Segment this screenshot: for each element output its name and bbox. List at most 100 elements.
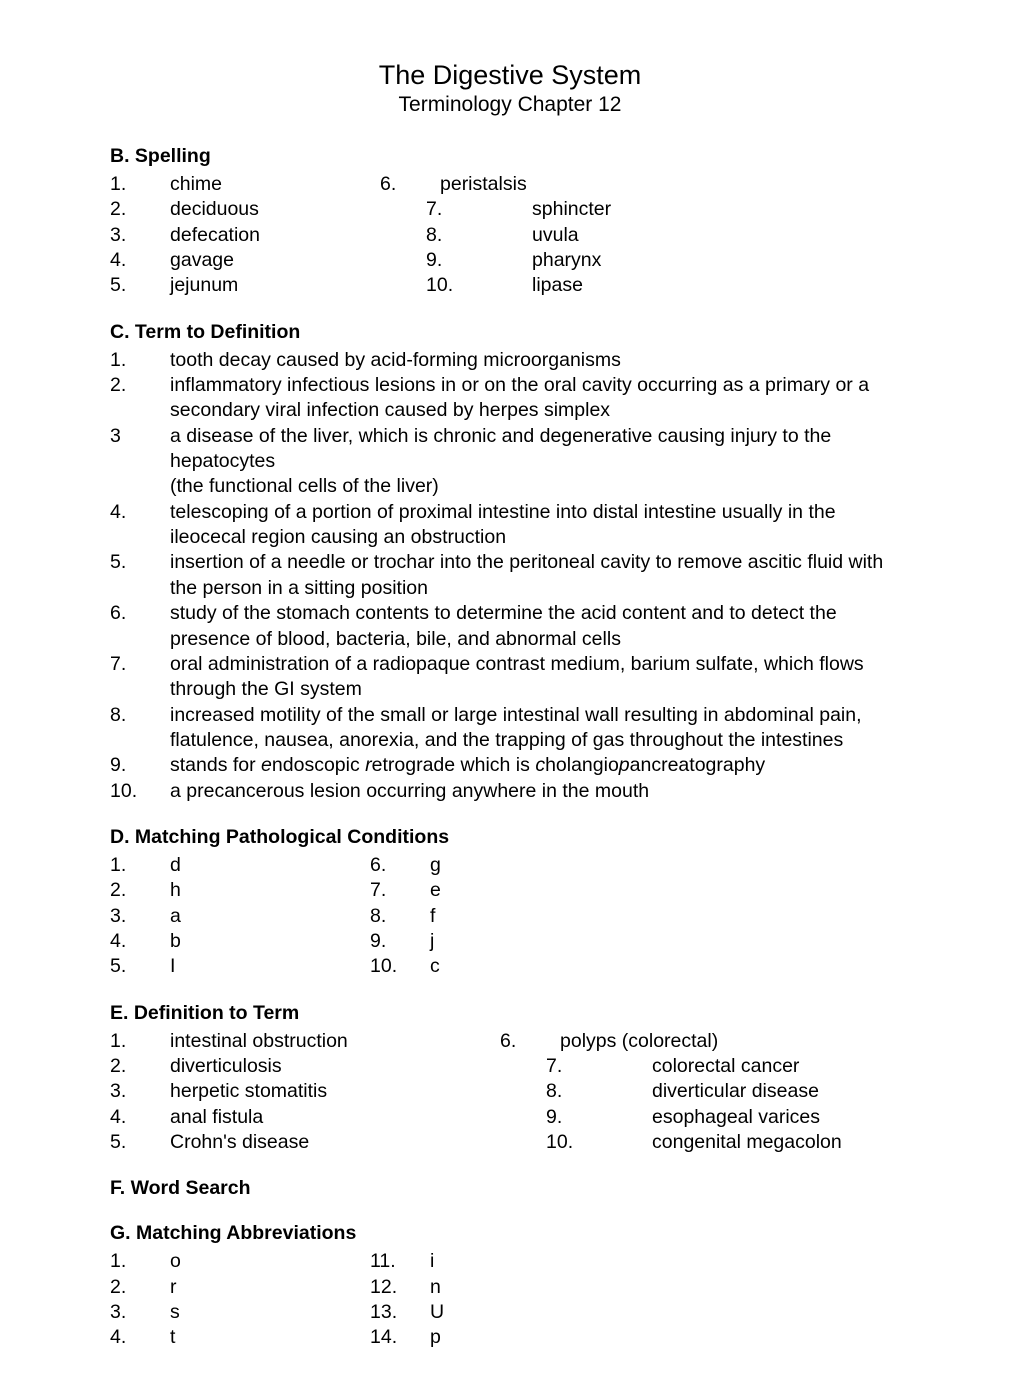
item-number: 12. (370, 1275, 430, 1300)
item-text: increased motility of the small or large… (170, 703, 910, 754)
section-g-right-col: 11.i 12.n 13.U 14.p (370, 1249, 444, 1350)
section-g-heading: G. Matching Abbreviations (110, 1222, 910, 1245)
list-item: (the functional cells of the liver) (110, 474, 910, 499)
item-text: pharynx (532, 248, 740, 273)
section-f-heading: F. Word Search (110, 1177, 910, 1200)
list-item: 1.intestinal obstruction (110, 1029, 500, 1054)
list-item: 6.g (370, 853, 441, 878)
item-number: 4. (110, 248, 170, 273)
item-number: 4. (110, 1105, 170, 1130)
item-text: diverticular disease (652, 1079, 900, 1104)
item-number: 8. (500, 1079, 652, 1104)
item-number: 5. (110, 273, 170, 298)
item-text: b (170, 929, 370, 954)
list-item: 6.peristalsis (380, 172, 740, 197)
list-item: 2.deciduous (110, 197, 380, 222)
list-item: 13.U (370, 1300, 444, 1325)
item-text: congenital megacolon (652, 1130, 900, 1155)
item-text: a precancerous lesion occurring anywhere… (170, 779, 910, 804)
list-item: 2.r (110, 1275, 370, 1300)
item-text: diverticulosis (170, 1054, 500, 1079)
list-item: 10.congenital megacolon (500, 1130, 900, 1155)
list-item: 4.t (110, 1325, 370, 1350)
section-d-left-col: 1.d 2.h 3.a 4.b 5.I (110, 853, 370, 980)
item-number: 10. (500, 1130, 652, 1155)
item-number: 8. (370, 904, 430, 929)
item-text: telescoping of a portion of proximal int… (170, 500, 910, 551)
item-number: 10. (380, 273, 532, 298)
item-number: 1. (110, 853, 170, 878)
item-number: 8. (380, 223, 532, 248)
item-text: lipase (532, 273, 740, 298)
list-item: 10.c (370, 954, 441, 979)
item-number: 9. (110, 753, 170, 778)
item-text: t (170, 1325, 370, 1350)
section-b-left-col: 1.chime 2.deciduous 3.defecation 4.gavag… (110, 172, 380, 299)
item-text: I (170, 954, 370, 979)
item-text: sphincter (532, 197, 740, 222)
list-item: 14.p (370, 1325, 444, 1350)
item-text: a disease of the liver, which is chronic… (170, 424, 910, 475)
item-number: 9. (500, 1105, 652, 1130)
list-item: 2.h (110, 878, 370, 903)
section-d-heading: D. Matching Pathological Conditions (110, 826, 910, 849)
list-item: 6.study of the stomach contents to deter… (110, 601, 910, 652)
item-number: 7. (110, 652, 170, 677)
item-text: gavage (170, 248, 380, 273)
list-item: 1.o (110, 1249, 370, 1274)
section-b-right-col: 6.peristalsis 7.sphincter 8.uvula 9. pha… (380, 172, 740, 299)
item-number: 2. (110, 197, 170, 222)
item-number: 8. (110, 703, 170, 728)
item-number: 9. (380, 248, 532, 273)
list-item: 3.a (110, 904, 370, 929)
item-number: 14. (370, 1325, 430, 1350)
item-text: h (170, 878, 370, 903)
item-text: e (430, 878, 441, 903)
item-text: tooth decay caused by acid-forming micro… (170, 348, 910, 373)
list-item: 8.diverticular disease (500, 1079, 900, 1104)
item-number: 1. (110, 1029, 170, 1054)
list-item: 6.polyps (colorectal) (500, 1029, 900, 1054)
section-d-body: 1.d 2.h 3.a 4.b 5.I 6.g 7.e 8.f 9.j 10.c (110, 853, 910, 980)
list-item: 3a disease of the liver, which is chroni… (110, 424, 910, 475)
list-item: 7.e (370, 878, 441, 903)
list-item: 10.a precancerous lesion occurring anywh… (110, 779, 910, 804)
list-item: 3.herpetic stomatitis (110, 1079, 500, 1104)
item-number: 5. (110, 1130, 170, 1155)
item-number: 7. (380, 197, 532, 222)
section-e-heading: E. Definition to Term (110, 1002, 910, 1025)
list-item: 8.uvula (380, 223, 740, 248)
item-number: 5. (110, 954, 170, 979)
list-item: 7.colorectal cancer (500, 1054, 900, 1079)
item-text: stands for endoscopic retrograde which i… (170, 753, 910, 778)
item-number: 6. (110, 601, 170, 626)
list-item: 11.i (370, 1249, 444, 1274)
section-e-right-col: 6.polyps (colorectal) 7.colorectal cance… (500, 1029, 900, 1156)
item-text: inflammatory infectious lesions in or on… (170, 373, 910, 424)
item-number: 3. (110, 1300, 170, 1325)
item-text: insertion of a needle or trochar into th… (170, 550, 910, 601)
item-number: 9. (370, 929, 430, 954)
item-text: f (430, 904, 441, 929)
item-number: 7. (500, 1054, 652, 1079)
item-text: (the functional cells of the liver) (170, 474, 910, 499)
list-item: 8.f (370, 904, 441, 929)
item-text: s (170, 1300, 370, 1325)
item-number: 2. (110, 1054, 170, 1079)
item-text: peristalsis (440, 172, 740, 197)
item-number: 1. (110, 348, 170, 373)
item-number: 1. (110, 1249, 170, 1274)
item-text: j (430, 929, 441, 954)
item-text: jejunum (170, 273, 380, 298)
section-c-body: 1.tooth decay caused by acid-forming mic… (110, 348, 910, 804)
list-item: 4.b (110, 929, 370, 954)
item-text: n (430, 1275, 444, 1300)
section-b-heading: B. Spelling (110, 145, 910, 168)
section-g-body: 1.o 2.r 3.s 4.t 11.i 12.n 13.U 14.p (110, 1249, 910, 1350)
item-number: 11. (370, 1249, 430, 1274)
list-item: 9.esophageal varices (500, 1105, 900, 1130)
item-number: 3. (110, 223, 170, 248)
item-number: 7. (370, 878, 430, 903)
item-text: U (430, 1300, 444, 1325)
list-item: 3.s (110, 1300, 370, 1325)
